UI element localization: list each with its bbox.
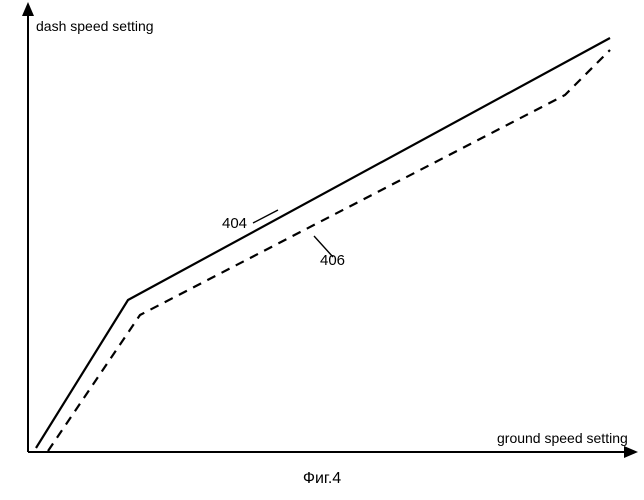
chart-svg xyxy=(0,0,644,500)
series-404-label: 404 xyxy=(222,215,247,232)
series-406-line xyxy=(48,50,610,451)
figure-caption: Фиг.4 xyxy=(0,470,644,488)
series-404-line xyxy=(36,38,610,448)
x-axis-label: ground speed setting xyxy=(497,430,628,446)
y-axis-arrow xyxy=(22,2,34,16)
x-axis-arrow xyxy=(624,446,638,458)
series-406-label: 406 xyxy=(320,252,345,269)
y-axis-label: dash speed setting xyxy=(36,18,154,34)
chart-figure: dash speed setting ground speed setting … xyxy=(0,0,644,500)
